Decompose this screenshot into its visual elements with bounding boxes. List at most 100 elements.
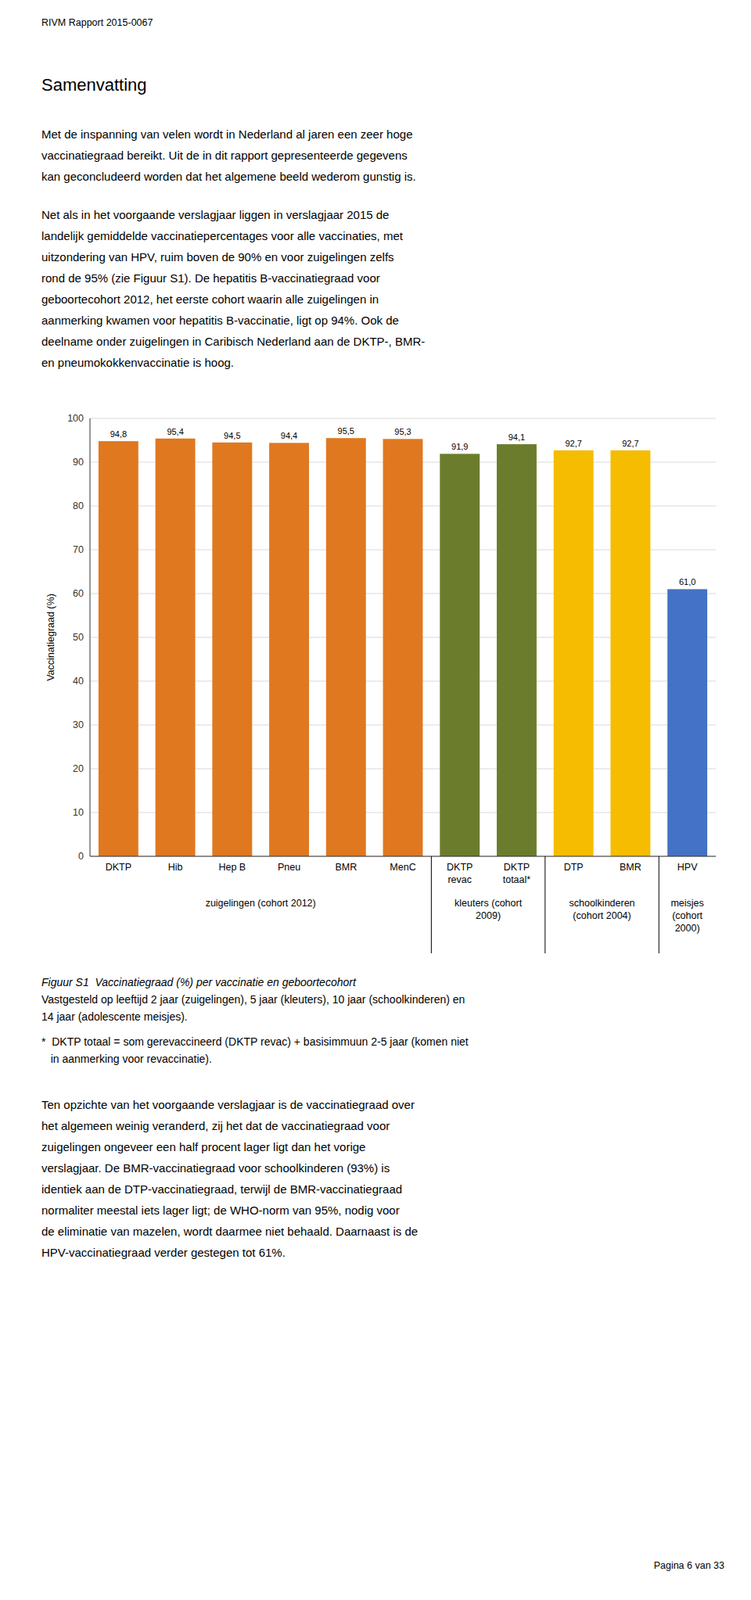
figure-caption: Figuur S1 Vaccinatiegraad (%) per vaccin… [41,973,726,1026]
x-tick-label: DKTPtotaal* [503,862,532,886]
data-label: 95,3 [394,427,411,437]
data-label: 95,5 [337,426,355,436]
group-label: zuigelingen (cohort 2012) [205,898,317,910]
y-tick-label: 90 [72,456,84,468]
text-line: * DKTP totaal = som gerevaccineerd (DKTP… [41,1033,726,1051]
group-label: schoolkinderen(cohort 2004) [568,898,635,922]
text-line: en pneumokokkenvaccinatie is hoog. [41,352,726,374]
text-line: identiek aan de DTP-vaccinatiegraad, ter… [41,1178,726,1201]
paragraph: Met de inspanning van velen wordt in Ned… [41,123,726,187]
y-tick-label: 80 [72,500,84,512]
text-span: (cohort [671,910,703,922]
bar [496,444,537,857]
text-line: normaliter meestal iets lager ligt; de W… [41,1200,726,1222]
bar [610,450,651,857]
text-line: rond de 95% (zie Figuur S1). De hepatiti… [41,267,726,289]
text-line: HPV-vaccinatiegraad verder gestegen tot … [41,1242,726,1264]
text-line: RIVM Rapport 2015-0067 [41,17,726,29]
text-span: 2000) [675,923,701,935]
text-span: BMR [619,862,642,874]
text-span: zuigelingen (cohort 2012) [205,898,317,910]
text-line: 14 jaar (adolescente meisjes). [41,1008,726,1026]
bar [383,438,424,857]
text-line: Samenvatting [41,75,726,96]
y-tick-label: 100 [67,413,84,425]
text-line: deelname onder zuigelingen in Caribisch … [41,330,726,353]
group-divider [658,856,660,954]
x-tick-label: DTP [564,862,584,874]
page: RIVM Rapport 2015-0067 Samenvatting Met de… [41,17,726,1264]
text-span: schoolkinderen [568,898,635,910]
y-tick-label: 60 [72,588,84,600]
paragraph: Ten opzichte van het voorgaande verslagj… [41,1094,726,1264]
y-tick-label: 30 [72,719,84,731]
group-label: meisjes(cohort2000) [670,898,704,935]
text-line: het algemeen weinig veranderd, zij het d… [41,1115,726,1137]
text-span: DKTP [446,862,473,874]
text-span: revac [447,874,472,886]
text-line: aanmerking kwamen voor hepatitis B-vacci… [41,309,726,331]
data-label: 92,7 [564,438,582,449]
text-line: Ten opzichte van het voorgaande verslagj… [41,1094,726,1116]
text-line: Met de inspanning van velen wordt in Ned… [41,123,726,145]
y-tick-label: 40 [72,675,84,687]
data-label: 94,5 [223,431,241,441]
text-line: landelijk gemiddelde vaccinatiepercentag… [41,225,726,247]
x-tick-label: Pneu [277,862,301,874]
bar [667,589,708,857]
text-line: Figuur S1 Vaccinatiegraad (%) per vaccin… [41,973,726,992]
text-span: Hib [168,862,184,874]
text-span: 2009) [475,910,501,922]
bars [98,438,708,857]
text-line: zuigelingen ongeveer een half procent la… [41,1136,726,1158]
bar [212,442,252,857]
data-label: 94,1 [508,432,525,442]
data-label: 94,8 [110,429,127,439]
text-span: (cohort 2004) [572,910,631,922]
y-tick-label: 20 [72,763,84,775]
x-tick-label: Hib [168,862,184,874]
x-tick-label: BMR [619,862,642,874]
data-label: 61,0 [679,577,696,587]
data-label: 95,4 [166,427,184,437]
text-line: geboortecohort 2012, het eerste cohort w… [41,288,726,310]
bar [439,453,480,857]
text-span: HPV [677,862,698,874]
group-divider [544,856,546,954]
text-line: Vastgesteld op leeftijd 2 jaar (zuigelin… [41,991,726,1009]
bar-chart: 0102030405060708090100Vaccinatiegraad (%… [41,401,726,965]
y-axis-label: Vaccinatiegraad (%) [45,593,57,682]
text-span: BMR [334,862,357,874]
text-line: de eliminatie van mazelen, wordt daarmee… [41,1221,726,1243]
text-span: totaal* [503,874,532,886]
bar [553,450,594,857]
text-span: DTP [564,862,584,874]
bar [98,441,139,857]
text-line: Pagina 6 van 33 [653,1560,725,1572]
x-tick-label: DKTPrevac [446,862,473,886]
y-tick-label: 10 [72,807,84,819]
text-span: Hep B [218,862,246,874]
x-tick-label: MenC [389,862,416,874]
grid-line [89,856,716,858]
grid-line [89,418,716,420]
text-line: uitzondering van HPV, ruim boven de 90% … [41,246,726,268]
text-span: kleuters (cohort [454,898,523,910]
report-header: RIVM Rapport 2015-0067 [41,17,726,29]
text-line: Net als in het voorgaande verslagjaar li… [41,204,726,226]
section-title: Samenvatting [41,75,726,96]
footnote: * DKTP totaal = som gerevaccineerd (DKTP… [41,1033,726,1068]
data-label: 91,9 [451,441,468,452]
text-span: DKTP [105,862,132,874]
y-tick-label: 50 [72,632,84,644]
page-footer: Pagina 6 van 33 [653,1560,725,1572]
text-span: Pneu [277,862,301,874]
page-body: { "figure_title": "RIVM Rapport 2015-006… [0,0,751,1600]
x-axis-line [89,856,716,858]
bar [269,442,310,857]
data-label: 92,7 [621,438,639,449]
text-line: vaccinatiegraad bereikt. Uit de in dit r… [41,144,726,166]
text-span: meisjes [670,898,704,910]
x-tick-label: Hep B [218,862,246,874]
bar [326,438,367,857]
